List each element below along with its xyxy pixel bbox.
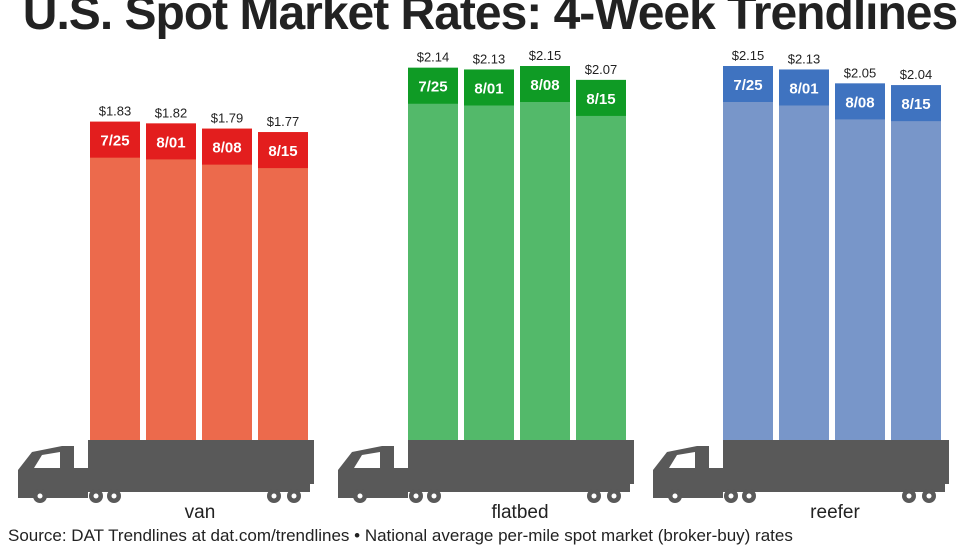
reefer-value-label: $2.05 xyxy=(844,65,877,80)
van-date-label: 7/25 xyxy=(100,133,129,150)
flatbed-category-label: flatbed xyxy=(491,502,548,523)
reefer-bar-label-bg xyxy=(891,85,941,122)
flatbed-date-label: 7/25 xyxy=(418,79,447,96)
van-truck-hub xyxy=(291,493,297,499)
flatbed-bar-7/25 xyxy=(408,67,458,440)
flatbed-date-label: 8/08 xyxy=(530,77,559,94)
van-bar-label-bg xyxy=(90,121,140,158)
van-value-label: $1.79 xyxy=(211,111,244,126)
flatbed-bar-8/08 xyxy=(520,66,570,440)
flatbed-truck-hub xyxy=(611,493,617,499)
van-date-label: 8/08 xyxy=(212,140,241,157)
flatbed-truck-chassis xyxy=(390,484,630,492)
reefer-value-label: $2.04 xyxy=(900,67,933,82)
van-truck-hub xyxy=(93,493,99,499)
flatbed-value-label: $2.15 xyxy=(529,48,562,63)
flatbed-truck-hub xyxy=(431,493,437,499)
van-bar-label-bg xyxy=(202,128,252,165)
flatbed-value-label: $2.07 xyxy=(585,62,618,77)
van-value-label: $1.83 xyxy=(99,104,132,119)
van-truck-trailer xyxy=(88,440,314,484)
flatbed-value-label: $2.13 xyxy=(473,51,506,66)
flatbed-bar-8/01 xyxy=(464,69,514,441)
van-bar-8/01 xyxy=(146,123,196,440)
reefer-truck-hub xyxy=(906,493,912,499)
reefer-truck-trailer xyxy=(723,440,949,484)
van-bar-label-bg xyxy=(146,123,196,160)
reefer-bar-label-bg xyxy=(779,69,829,106)
reefer-bar-8/15 xyxy=(891,85,941,440)
flatbed-truck-hub xyxy=(357,493,363,499)
van-bar-8/15 xyxy=(258,132,308,440)
flatbed-bar-label-bg xyxy=(408,67,458,104)
reefer-bar-label-bg xyxy=(723,66,773,102)
source-note: Source: DAT Trendlines at dat.com/trendl… xyxy=(8,526,793,545)
flatbed-date-label: 8/15 xyxy=(586,91,615,108)
flatbed-truck-window xyxy=(354,452,380,468)
reefer-truck-hub xyxy=(728,493,734,499)
van-truck-hub xyxy=(271,493,277,499)
van-bar-label-bg xyxy=(258,132,308,169)
van-truck-hub xyxy=(111,493,117,499)
van-bar-7/25 xyxy=(90,121,140,441)
reefer-truck-hub xyxy=(746,493,752,499)
flatbed-bar-label-bg xyxy=(576,79,626,116)
reefer-date-label: 8/08 xyxy=(845,94,874,111)
van-truck-chassis xyxy=(70,484,310,492)
flatbed-bar-label-bg xyxy=(464,69,514,106)
reefer-value-label: $2.13 xyxy=(788,51,821,66)
van-category-label: van xyxy=(185,502,216,523)
chart-title: U.S. Spot Market Rates: 4-Week Trendline… xyxy=(22,0,958,40)
flatbed-bar-8/15 xyxy=(576,79,626,440)
flatbed-value-label: $2.14 xyxy=(417,50,450,65)
van-value-label: $1.82 xyxy=(155,105,188,120)
reefer-truck-chassis xyxy=(705,484,945,492)
reefer-bar-7/25 xyxy=(723,66,773,440)
van-value-label: $1.77 xyxy=(267,114,300,129)
reefer-bar-8/08 xyxy=(835,83,885,440)
reefer-truck-hub xyxy=(926,493,932,499)
reefer-date-label: 8/01 xyxy=(789,80,818,97)
van-truck-hub xyxy=(37,493,43,499)
flatbed-bar-label-bg xyxy=(520,66,570,102)
van-date-label: 8/15 xyxy=(268,143,297,160)
reefer-bar-8/01 xyxy=(779,69,829,441)
reefer-date-label: 8/15 xyxy=(901,96,930,113)
flatbed-truck-hub xyxy=(413,493,419,499)
flatbed-truck-hub xyxy=(591,493,597,499)
reefer-truck-window xyxy=(669,452,695,468)
van-bar-8/08 xyxy=(202,128,252,440)
van-truck-window xyxy=(34,452,60,468)
van-date-label: 8/01 xyxy=(156,134,185,151)
reefer-value-label: $2.15 xyxy=(732,48,765,63)
reefer-bar-label-bg xyxy=(835,83,885,120)
reefer-truck-hub xyxy=(672,493,678,499)
flatbed-truck-trailer xyxy=(408,440,634,484)
reefer-date-label: 7/25 xyxy=(733,77,762,94)
reefer-category-label: reefer xyxy=(810,502,860,523)
flatbed-date-label: 8/01 xyxy=(474,80,503,97)
